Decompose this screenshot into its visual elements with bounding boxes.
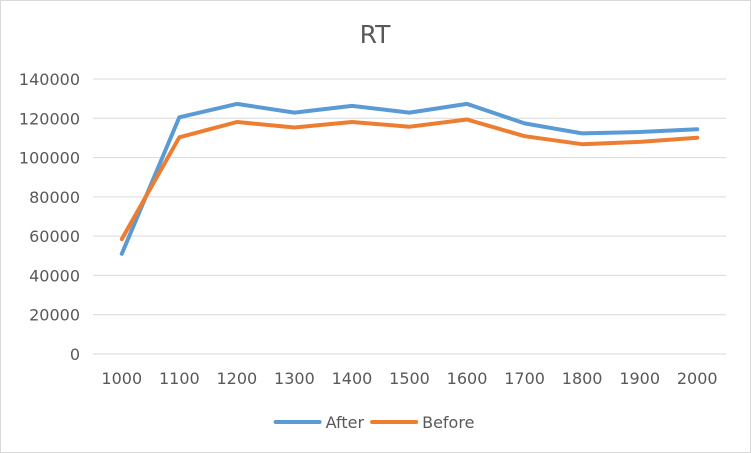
y-tick-label: 0 bbox=[70, 345, 80, 364]
x-tick-label: 1200 bbox=[217, 369, 258, 388]
x-tick-label: 1100 bbox=[159, 369, 200, 388]
y-axis-ticks: 0 20000 40000 60000 80000 100000 120000 140000 bbox=[19, 70, 80, 364]
series-line-after bbox=[119, 101, 700, 256]
x-tick-label: 1000 bbox=[101, 369, 142, 388]
y-tick-label: 40000 bbox=[29, 266, 80, 285]
legend-label: Before bbox=[422, 413, 474, 432]
x-tick-label: 1800 bbox=[562, 369, 603, 388]
legend-label: After bbox=[326, 413, 365, 432]
x-tick-label: 1400 bbox=[332, 369, 373, 388]
legend-item-after: After bbox=[273, 413, 365, 432]
x-tick-label: 2000 bbox=[677, 369, 718, 388]
x-tick-label: 1300 bbox=[274, 369, 315, 388]
series-line-before bbox=[119, 117, 700, 242]
x-tick-label: 1600 bbox=[447, 369, 488, 388]
legend: After Before bbox=[273, 413, 474, 432]
gridlines bbox=[93, 78, 726, 355]
y-tick-label: 80000 bbox=[29, 188, 80, 207]
chart-title: RT bbox=[360, 20, 392, 49]
x-axis-ticks: 1000 1100 1200 1300 1400 1500 1600 1700 1800 1900… bbox=[101, 369, 717, 388]
x-tick-label: 1900 bbox=[619, 369, 660, 388]
legend-item-before: Before bbox=[370, 413, 474, 432]
x-tick-label: 1500 bbox=[389, 369, 430, 388]
y-tick-label: 20000 bbox=[29, 306, 80, 325]
y-tick-label: 140000 bbox=[19, 70, 80, 89]
series-lines bbox=[119, 101, 700, 256]
y-tick-label: 100000 bbox=[19, 149, 80, 168]
x-tick-label: 1700 bbox=[504, 369, 545, 388]
y-tick-label: 120000 bbox=[19, 109, 80, 128]
y-tick-label: 60000 bbox=[29, 227, 80, 246]
